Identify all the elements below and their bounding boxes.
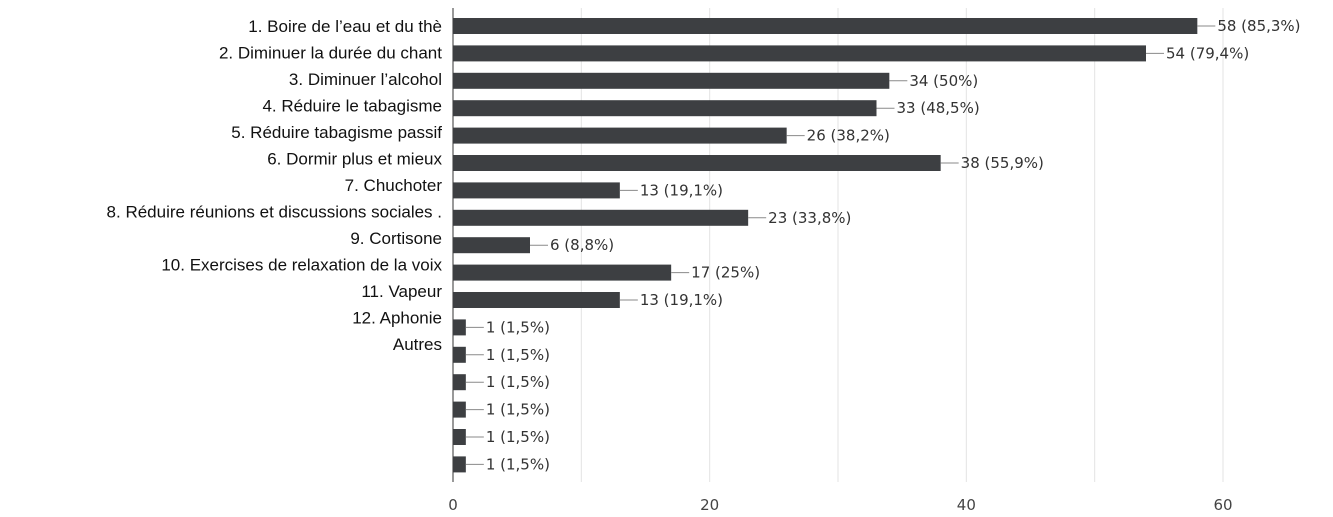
bar	[453, 346, 466, 363]
data-label: 58 (85,3%)	[1217, 17, 1300, 35]
data-label: 13 (19,1%)	[640, 291, 723, 309]
data-label: 1 (1,5%)	[486, 401, 550, 419]
data-label: 1 (1,5%)	[486, 373, 550, 391]
bar	[453, 456, 466, 473]
bar	[453, 72, 890, 89]
data-label: 26 (38,2%)	[807, 127, 890, 145]
category-label: 9. Cortisone	[350, 229, 442, 248]
category-label: 1. Boire de l’eau et du thè	[248, 17, 442, 36]
category-label: 3. Diminuer l’alcohol	[289, 70, 442, 89]
category-label: 8. Réduire réunions et discussions socia…	[107, 203, 442, 222]
category-label: 12. Aphonie	[352, 309, 442, 328]
data-label: 38 (55,9%)	[961, 154, 1044, 172]
bar-layer	[453, 18, 1216, 473]
data-label: 33 (48,5%)	[897, 99, 980, 117]
category-label: 6. Dormir plus et mieux	[267, 150, 442, 169]
bar	[453, 182, 620, 199]
category-label: 5. Réduire tabagisme passif	[231, 123, 442, 142]
data-label: 34 (50%)	[909, 72, 978, 90]
x-tick-label: 20	[700, 496, 719, 514]
bar	[453, 374, 466, 391]
bar	[453, 18, 1198, 34]
bar	[453, 429, 466, 445]
bar	[453, 209, 749, 226]
data-label: 1 (1,5%)	[486, 346, 550, 364]
x-tick-label: 40	[957, 496, 976, 514]
category-label: 7. Chuchoter	[345, 176, 443, 195]
category-label: Autres	[393, 335, 442, 354]
category-label: 11. Vapeur	[361, 282, 442, 301]
bar	[453, 264, 672, 281]
bar	[453, 100, 877, 117]
bar	[453, 45, 1146, 62]
data-label: 1 (1,5%)	[486, 428, 550, 446]
bar	[453, 237, 530, 254]
data-label: 23 (33,8%)	[768, 209, 851, 227]
data-label: 6 (8,8%)	[550, 236, 614, 254]
x-tick-label: 60	[1213, 496, 1232, 514]
category-label: 4. Réduire le tabagisme	[262, 97, 442, 116]
data-label: 1 (1,5%)	[486, 318, 550, 336]
bar	[453, 155, 941, 171]
category-label: 2. Diminuer la durée du chant	[219, 44, 442, 63]
category-label: 10. Exercises de relaxation de la voix	[161, 256, 442, 275]
bar	[453, 292, 620, 308]
data-label: 13 (19,1%)	[640, 181, 723, 199]
label-layer: 0 20 40 60 58 (85,3%) 54 (79,4%) 34 (50%) 33 (4…	[107, 17, 1301, 514]
bar	[453, 127, 787, 144]
bar	[453, 319, 466, 336]
data-label: 17 (25%)	[691, 264, 760, 282]
bar	[453, 401, 466, 418]
x-tick-label: 0	[448, 496, 458, 514]
data-label: 54 (79,4%)	[1166, 44, 1249, 62]
data-label: 1 (1,5%)	[486, 455, 550, 473]
